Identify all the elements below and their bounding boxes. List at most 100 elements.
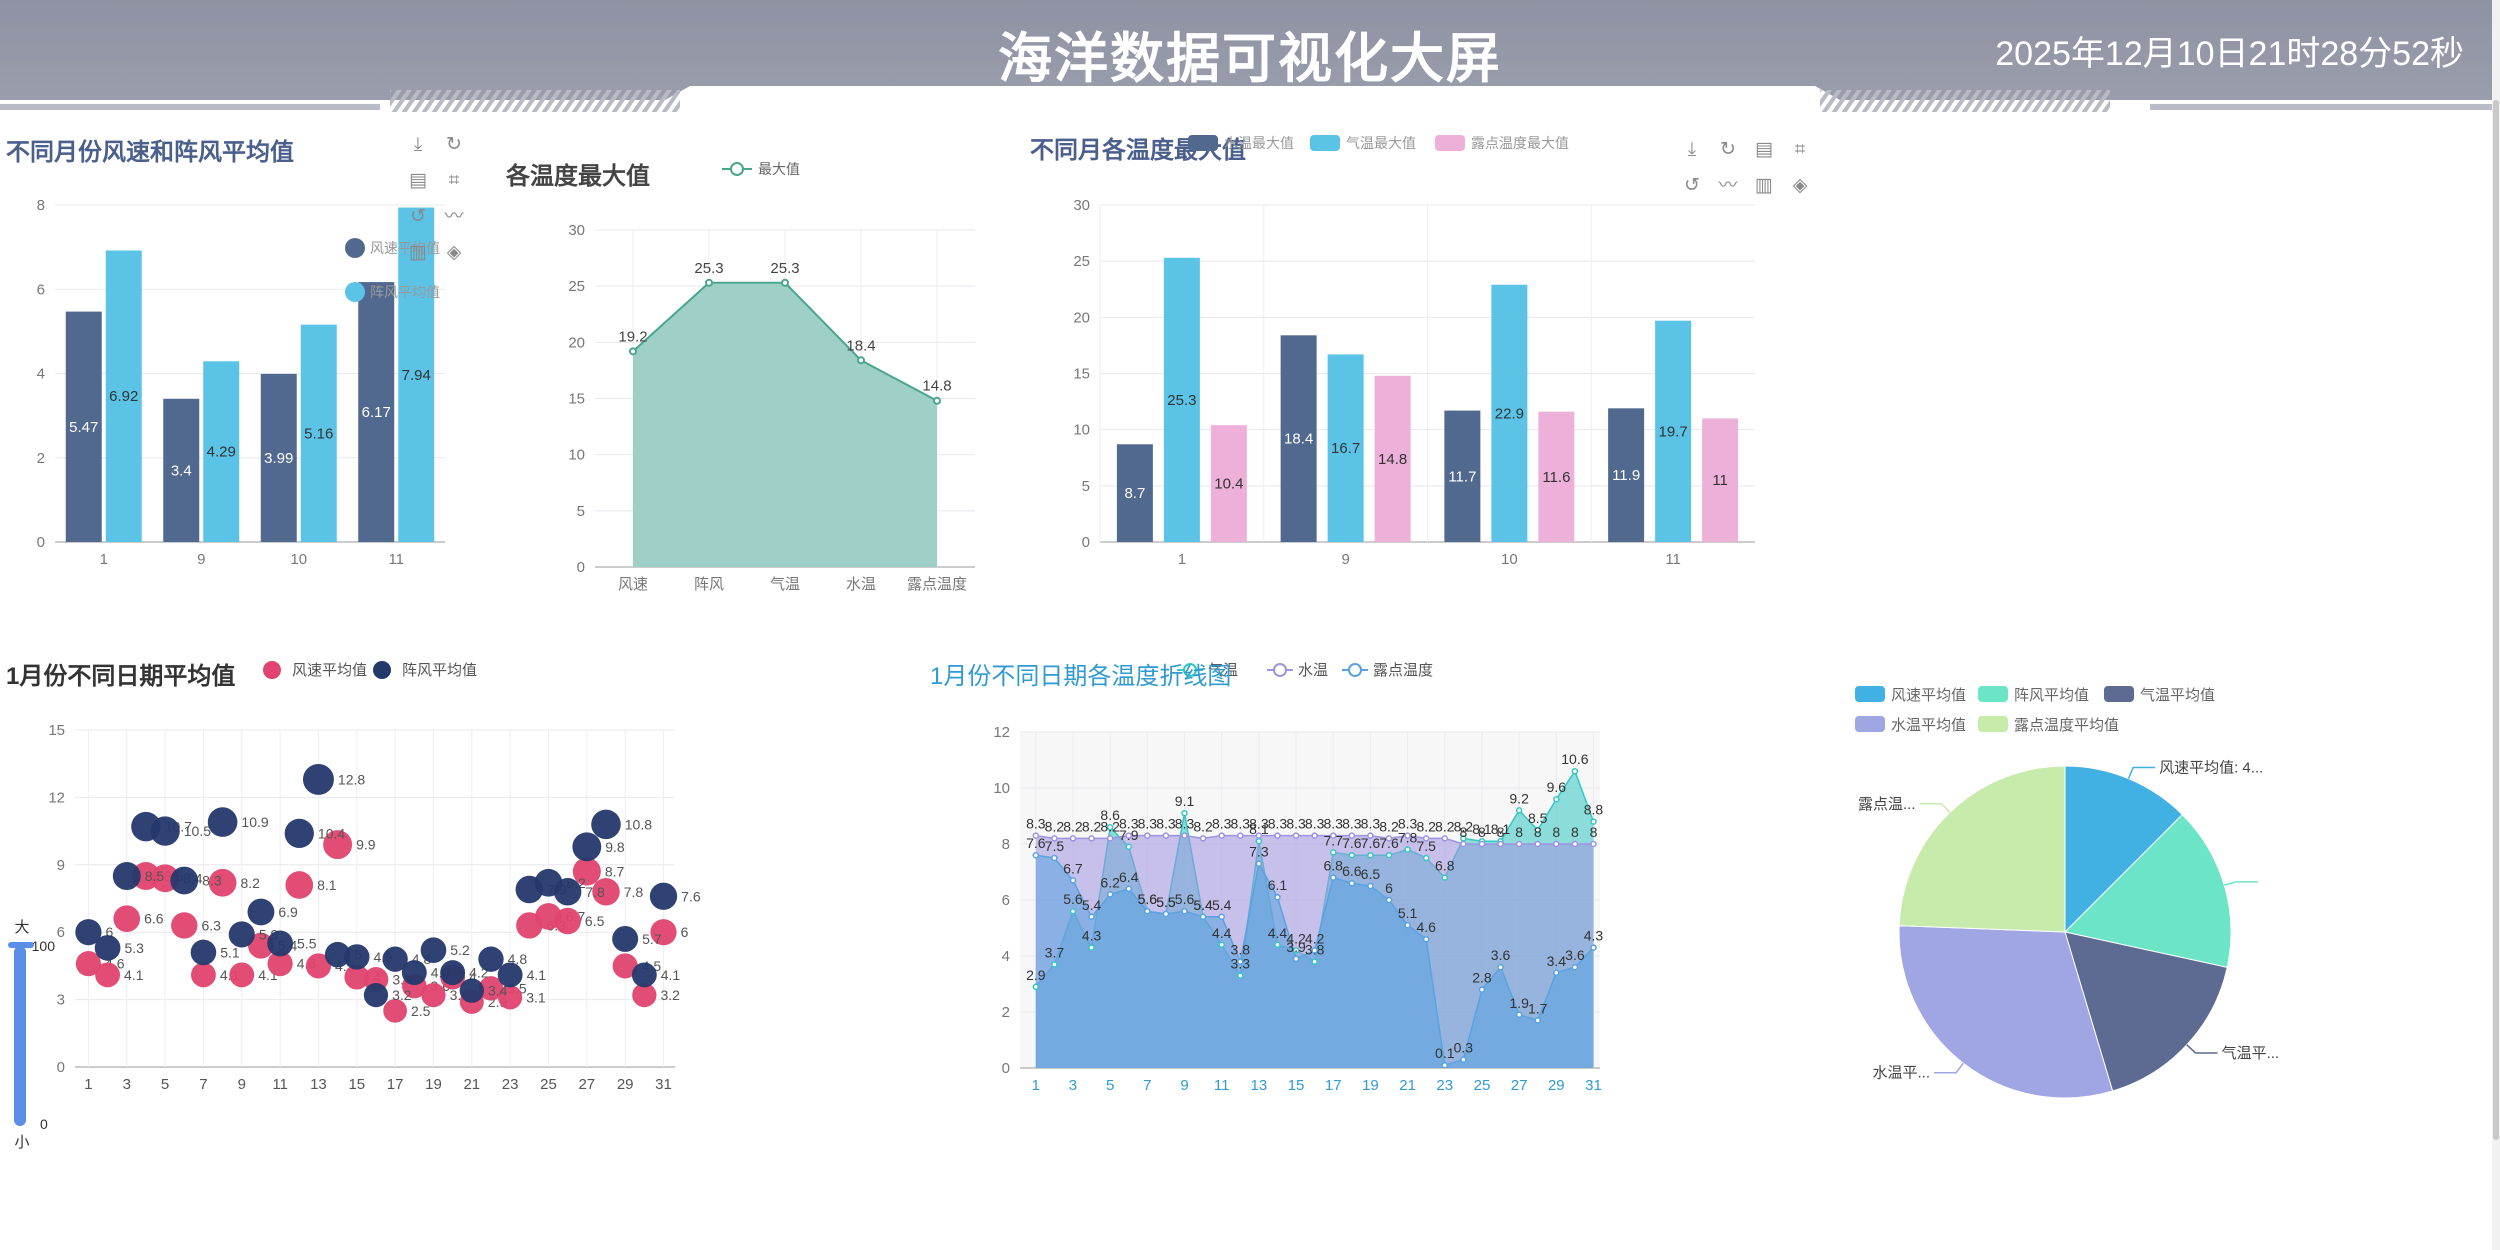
c6-pie-slice xyxy=(1898,925,2114,1099)
c5-point-label: 8 xyxy=(1497,824,1505,840)
c4-point xyxy=(208,868,237,897)
chart-january-scatter-panel: 1月份不同日期平均值 0 3 6 9 12 15 1 3 5 7 9 11 13 15 17 19 21 23 25… xyxy=(0,640,740,1160)
c5-point xyxy=(1460,840,1467,848)
c5-point-label: 3.6 xyxy=(1565,947,1585,963)
c5-point xyxy=(1497,963,1504,971)
c5-point xyxy=(1162,910,1170,918)
c5-x-tick-label: 11 xyxy=(1214,1077,1230,1094)
c4-point xyxy=(440,960,466,986)
c5-point-label: 8.3 xyxy=(1026,816,1046,832)
c5-x-tick-label: 5 xyxy=(1106,1077,1114,1094)
c5-point xyxy=(1515,807,1523,814)
c5-y-tick-label: 8 xyxy=(1002,836,1010,853)
c5-point-label: 9.2 xyxy=(1509,790,1529,806)
c3-bar-label: 18.4 xyxy=(1284,431,1313,448)
c4-x-tick-label: 31 xyxy=(655,1076,672,1093)
c2-x-tick-label: 水温 xyxy=(846,576,876,593)
c4-x-tick-label: 23 xyxy=(502,1076,519,1093)
c3-bar-label: 10.4 xyxy=(1214,476,1243,493)
c2-y-tick-label: 0 xyxy=(577,559,585,576)
c4-point-label: 4.1 xyxy=(661,967,681,983)
c2-y-tick-label: 20 xyxy=(568,334,585,351)
c4-point-label: 10.9 xyxy=(241,814,268,830)
c5-y-tick-label: 0 xyxy=(1002,1060,1010,1077)
page-scrollbar[interactable] xyxy=(2492,0,2500,1250)
visual-map-min-value: 0 xyxy=(40,1116,48,1132)
c5-point-label: 3.6 xyxy=(1491,947,1511,963)
c3-y-tick-label: 30 xyxy=(1073,197,1090,214)
c5-point xyxy=(1590,818,1597,825)
c4-point xyxy=(305,953,332,979)
c4-point-label: 4 xyxy=(469,969,477,985)
c5-point xyxy=(1292,955,1300,963)
c1-bar xyxy=(398,207,435,542)
c5-point xyxy=(1255,832,1263,839)
c6-label-line xyxy=(2224,881,2258,886)
c5-point xyxy=(1348,851,1356,859)
c5-y-tick-label: 4 xyxy=(1002,948,1010,965)
c5-point-label: 8.2 xyxy=(1082,818,1102,834)
c5-point-label: 8.3 xyxy=(1361,816,1381,832)
refresh-icon: ↻ xyxy=(1720,139,1736,160)
c4-y-tick-label: 6 xyxy=(57,924,65,941)
c4-point xyxy=(478,946,504,972)
c2-point-label: 25.3 xyxy=(694,260,723,277)
c4-point xyxy=(190,939,217,966)
c6-label-line xyxy=(1934,1062,1964,1074)
c5-point-label: 6.5 xyxy=(1361,866,1381,882)
c5-point xyxy=(1051,854,1058,862)
visual-map-max-label: 大 xyxy=(14,919,29,936)
chart-temp-max-panel: 各温度最大值 0 5 10 15 20 25 30 风速 阵风 气温 水温 露点温度 19.2 25.3 2… xyxy=(490,120,1010,600)
c4-point xyxy=(592,878,620,906)
c5-point-label: 5.6 xyxy=(1138,891,1158,907)
c4-point xyxy=(229,962,255,988)
c5-x-tick-label: 1 xyxy=(1032,1077,1040,1094)
c5-point-label: 4.2 xyxy=(1305,930,1325,946)
scrollbar-thumb[interactable] xyxy=(2493,100,2499,1140)
c4-point xyxy=(382,946,408,972)
c4-legend-label: 风速平均值 xyxy=(292,662,367,679)
c4-point-label: 3.2 xyxy=(660,987,680,1003)
c5-point xyxy=(1590,840,1597,848)
c4-point-label: 7.8 xyxy=(585,884,605,900)
c1-bar xyxy=(65,311,102,542)
chart3-svg: 0 5 10 15 20 25 30 1 8.7 25.3 10.4 9 18.4 16.7 14.8 10 1… xyxy=(1073,135,1808,568)
c5-point xyxy=(1329,874,1337,881)
c4-point xyxy=(207,807,238,837)
c5-point xyxy=(1553,795,1560,803)
chart1-svg: 0 2 4 6 8 1 5.47 6.92 9 3.4 4.29 10 3.99 5.16 11 6.17 7.… xyxy=(37,134,464,568)
c6-legend-swatch xyxy=(1978,686,2008,702)
c5-point-label: 8.3 xyxy=(1342,816,1362,832)
c4-point xyxy=(497,962,523,988)
c5-point-label: 7.3 xyxy=(1249,844,1269,860)
line-icon: 〰 xyxy=(1718,175,1737,196)
c5-y-tick-label: 12 xyxy=(993,724,1010,741)
c5-point xyxy=(1144,907,1151,915)
c4-point xyxy=(612,925,639,952)
chart6-svg: 风速平均值: 4... 气温平... 水温平... 露点温... 风速平均值 阵风平均值 气… xyxy=(1855,686,2279,1099)
c5-x-tick-label: 15 xyxy=(1288,1077,1305,1094)
c1-bar-label: 3.4 xyxy=(171,462,192,479)
c3-bar-label: 11.9 xyxy=(1612,467,1640,484)
c6-pie-slice xyxy=(1898,765,2066,933)
c4-point xyxy=(344,964,370,990)
c4-point-label: 8.3 xyxy=(202,873,222,889)
c4-point xyxy=(150,816,180,846)
c5-point xyxy=(1422,854,1430,862)
c6-label-line xyxy=(1919,803,1951,813)
c5-point-label: 4.6 xyxy=(1416,919,1436,935)
c4-point xyxy=(170,866,199,895)
c5-y-tick-label: 10 xyxy=(993,780,1010,797)
c5-point xyxy=(1162,832,1170,839)
c5-point-label: 0.3 xyxy=(1454,1040,1474,1056)
c5-point xyxy=(1218,913,1225,921)
c1-y-tick-label: 6 xyxy=(37,281,45,298)
c5-point xyxy=(1441,874,1449,881)
c4-point xyxy=(267,951,293,977)
c4-x-tick-label: 25 xyxy=(540,1076,557,1093)
header-decoration xyxy=(0,0,2500,112)
c5-point xyxy=(1348,879,1356,887)
c3-x-tick-label: 10 xyxy=(1501,551,1518,568)
c4-x-tick-label: 29 xyxy=(617,1076,634,1093)
c1-bar-label: 6.92 xyxy=(109,388,138,405)
